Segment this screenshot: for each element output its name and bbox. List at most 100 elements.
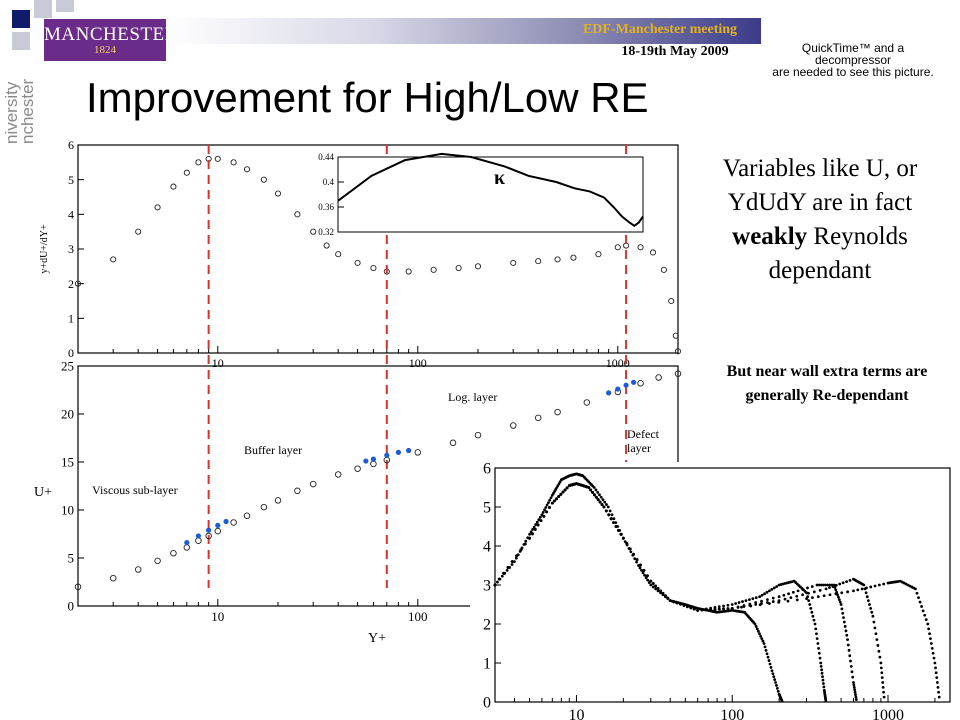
re-series-1-point-11-0 (730, 603, 734, 606)
re-series-3-point-12-4 (801, 593, 804, 597)
re-series-1-point-15-4 (809, 607, 813, 610)
re-series-2-point-15-3 (842, 616, 845, 620)
u-plus-annotation-0: Viscous sub-layer (92, 483, 178, 497)
u-plus-point-3 (154, 557, 161, 565)
re-series-0-point-3-0 (540, 513, 544, 517)
re-series-4-point-12-0 (805, 597, 808, 601)
re-series-2-point-12-0 (777, 595, 781, 599)
re-series-0-point-10-4 (614, 521, 618, 524)
re-series-1-point-11-5 (747, 598, 751, 602)
re-series-3-point-12-7 (818, 588, 822, 592)
u-plus-annotation-1: Buffer layer (244, 443, 302, 457)
ydudy-ylabel: y+dU+/dY+ (39, 224, 50, 274)
ydudy-point-24 (510, 259, 517, 266)
ydudy-point-32 (649, 249, 657, 256)
re-series-4-point-17-7 (932, 656, 936, 660)
re-series-4-point-8-4 (659, 589, 662, 593)
u-plus-xlabel: Y+ (368, 631, 386, 646)
re-series-3-point-16-1 (872, 620, 876, 624)
re-series-3-point-17-0 (879, 661, 883, 665)
ydudy-point-31 (637, 244, 644, 251)
ydudy-point-13 (294, 211, 301, 218)
u-plus-ytick-label-1: 5 (68, 551, 75, 566)
ydudy-point-29 (614, 244, 621, 251)
re-series-0-point-22-4 (766, 655, 770, 659)
re-series-4-point-11-4 (767, 602, 771, 605)
re-series-1-point-11-4 (744, 599, 748, 602)
u-plus-point-15 (334, 471, 342, 478)
re-series-1-point-16-3 (815, 637, 819, 641)
quicktime-line-2: decompressor (814, 53, 892, 67)
near-wall-note: But near wall extra terms are generally … (726, 363, 928, 404)
re-series-3-point-16-4 (875, 638, 879, 641)
u-plus-point-4 (170, 549, 177, 557)
meeting-label: EDF-Manchester meeting (582, 22, 738, 37)
re-series-0-point-12-1 (638, 566, 642, 570)
u-plus-fit-point-1 (195, 533, 202, 539)
re-series-3-point-16-6 (877, 649, 881, 653)
re-series-4-point-7-4 (635, 558, 639, 562)
re-series-2-point-15-0 (839, 603, 843, 606)
re-series-1-point-16-2 (815, 632, 818, 636)
re-series-0-point-12-3 (641, 571, 645, 575)
kappa-frame (337, 156, 644, 233)
re-series-3-point-12-1 (783, 597, 787, 601)
re-series-4-point-6-4 (612, 521, 616, 524)
re-series-2-point-12-6 (806, 586, 809, 590)
re-series-4-point-10-0 (696, 608, 700, 612)
re-series-4-point-10-3 (709, 608, 713, 612)
re-series-0-point-10-1 (608, 509, 612, 513)
re-chart-xtick-label-0: 10 (568, 707, 584, 720)
re-series-4-point-7-6 (642, 568, 646, 572)
re-series-2-point-14-2 (834, 588, 838, 592)
re-series-4-point-11-6 (786, 599, 790, 603)
re-series-3-point-17-2 (880, 671, 884, 675)
re-series-0-point-12-4 (643, 573, 647, 577)
re-series-1-point-11-1 (734, 602, 738, 605)
re-series-4-point-10-2 (704, 608, 708, 612)
u-plus-xtick-label-1: 100 (408, 609, 428, 624)
re-series-3-point-11-1 (736, 606, 740, 609)
re-series-2-point-13-3 (821, 583, 825, 587)
re-series-4-point-18-3 (935, 676, 939, 680)
re-series-0-point-21-2 (755, 627, 759, 631)
u-plus-fit-point-5 (363, 458, 369, 464)
re-series-4-point-1-4 (539, 519, 543, 523)
re-series-1-point-10-6 (722, 604, 725, 608)
re-series-3-point-12-2 (789, 596, 793, 600)
re-series-0-point-2-5 (535, 520, 539, 524)
re-series-3-point-17-6 (882, 690, 886, 694)
re-series-2-point-13-5 (826, 583, 830, 587)
re-series-1-point-11-6 (751, 597, 755, 601)
re-series-4-point-1-3 (536, 523, 540, 527)
re-series-3-point-12-3 (795, 594, 799, 598)
re-series-4-point-16-5 (921, 609, 925, 613)
re-series-0-point-2-2 (531, 528, 535, 531)
re-series-0-point-9-1 (594, 488, 598, 492)
u-plus-annotation-3: Defect (627, 427, 660, 441)
re-series-2-point-14-6 (837, 598, 841, 602)
re-series-4-point-12-1 (811, 596, 814, 600)
ydudy-ytick-label-1: 1 (68, 312, 74, 326)
re-chart-ytick-label-1: 1 (483, 656, 491, 673)
re-series-2-point-15-7 (845, 633, 849, 637)
re-series-0-point-9-2 (596, 490, 600, 494)
ydudy-point-11 (260, 176, 267, 183)
re-series-4-point-9-3 (679, 602, 682, 606)
ydudy-point-9 (230, 159, 237, 166)
u-plus-xtick-label-0: 10 (211, 609, 224, 624)
re-series-2-point-16-0 (846, 638, 849, 641)
re-series-4-point-9-1 (672, 600, 676, 604)
re-series-4-point-7-0 (621, 536, 625, 540)
re-series-4-point-17-1 (927, 627, 931, 631)
re-series-1-point-15-3 (808, 603, 812, 606)
re-series-1-point-11-2 (737, 601, 741, 604)
re-series-1-point-12-1 (760, 593, 764, 597)
re-series-0-point-21-0 (753, 622, 757, 626)
re-series-0-point-0-3 (500, 574, 504, 578)
re-series-1-point-12-4 (767, 589, 771, 593)
re-comparison-chart: 0 1 2 3 4 5 6 10 100 1000 (470, 461, 960, 720)
corner-square-grey-3 (12, 32, 30, 50)
re-series-2-point-17-6 (854, 695, 858, 699)
ydudy-point-17 (354, 259, 361, 266)
